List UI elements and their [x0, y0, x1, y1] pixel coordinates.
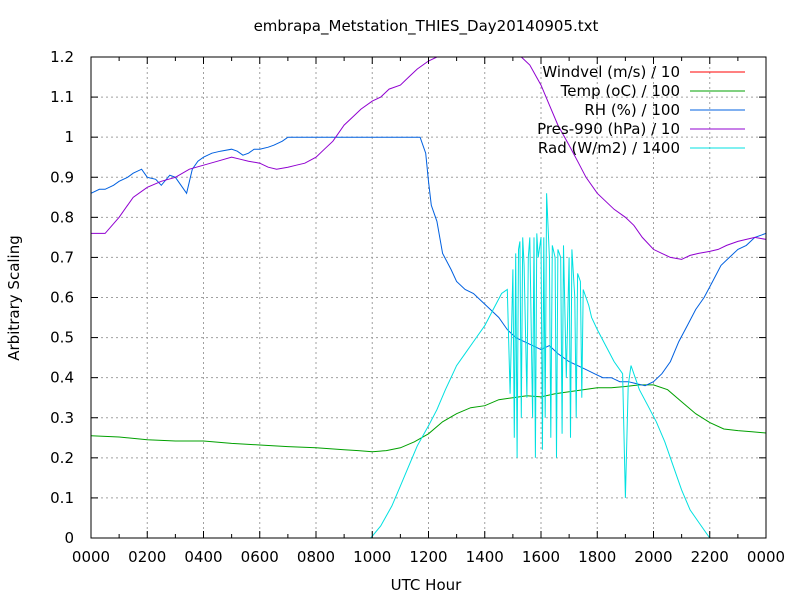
- y-tick-label: 0.6: [50, 289, 74, 307]
- x-tick-label: 0800: [297, 548, 335, 566]
- x-tick-label: 0000: [72, 548, 110, 566]
- plot-frame: [90, 56, 767, 539]
- x-tick-label: 1400: [466, 548, 504, 566]
- chart-title: embrapa_Metstation_THIES_Day20140905.txt: [254, 17, 599, 36]
- y-tick-label: 0: [64, 529, 74, 547]
- x-axis-label: UTC Hour: [391, 576, 462, 594]
- y-tick-label: 1.2: [50, 48, 74, 66]
- axes: 0 0.1 0.2 0.3 0.4 0.5 0.6 0.7 0.8 0.9 1 1.1 1.2 0000 0…: [50, 48, 785, 566]
- x-tick-label: 0400: [184, 548, 222, 566]
- x-tick-label: 2200: [691, 548, 729, 566]
- legend-label-0: Windvel (m/s) / 10: [542, 63, 680, 81]
- legend-label-3: Pres-990 (hPa) / 10: [537, 120, 680, 138]
- x-tick-label: 1200: [409, 548, 447, 566]
- legend-label-1: Temp (oC) / 100: [560, 82, 680, 100]
- x-tick-label: 1000: [353, 548, 391, 566]
- series-line-4: [370, 193, 711, 538]
- y-tick-label: 0.5: [50, 329, 74, 347]
- y-tick-label: 0.1: [50, 489, 74, 507]
- grid: [91, 57, 766, 538]
- series-group: [91, 57, 766, 538]
- legend-label-4: Rad (W/m2) / 1400: [538, 139, 680, 157]
- x-tick-label: 0000: [747, 548, 785, 566]
- y-tick-label: 0.9: [50, 168, 74, 186]
- series-line-2: [91, 136, 766, 387]
- series-line-1: [91, 384, 766, 453]
- x-tick-label: 0600: [241, 548, 279, 566]
- y-axis-label: Arbitrary Scaling: [5, 235, 23, 361]
- x-tick-label: 2000: [634, 548, 672, 566]
- y-tick-label: 0.7: [50, 248, 74, 266]
- x-tick-label: 1600: [522, 548, 560, 566]
- x-tick-label: 0200: [128, 548, 166, 566]
- y-tick-label: 1.1: [50, 88, 74, 106]
- series-line-3: [91, 57, 766, 260]
- y-tick-label: 0.4: [50, 369, 74, 387]
- y-tick-label: 1: [64, 128, 74, 146]
- y-tick-label: 0.8: [50, 208, 74, 226]
- y-tick-label: 0.2: [50, 449, 74, 467]
- legend-label-2: RH (%) / 100: [584, 101, 680, 119]
- y-tick-label: 0.3: [50, 409, 74, 427]
- x-tick-label: 1800: [578, 548, 616, 566]
